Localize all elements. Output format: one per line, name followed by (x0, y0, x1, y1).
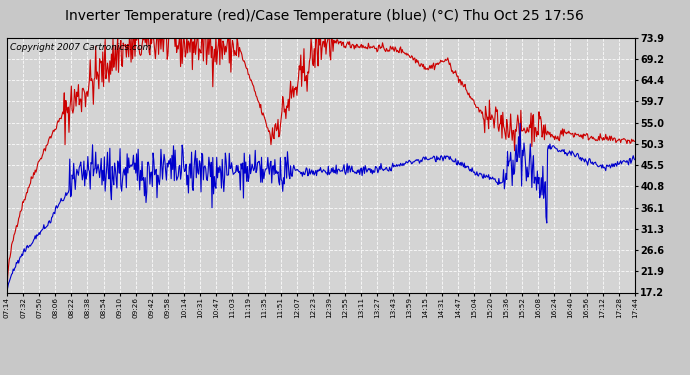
Text: Copyright 2007 Cartronics.com: Copyright 2007 Cartronics.com (10, 43, 151, 52)
Text: Inverter Temperature (red)/Case Temperature (blue) (°C) Thu Oct 25 17:56: Inverter Temperature (red)/Case Temperat… (65, 9, 584, 23)
